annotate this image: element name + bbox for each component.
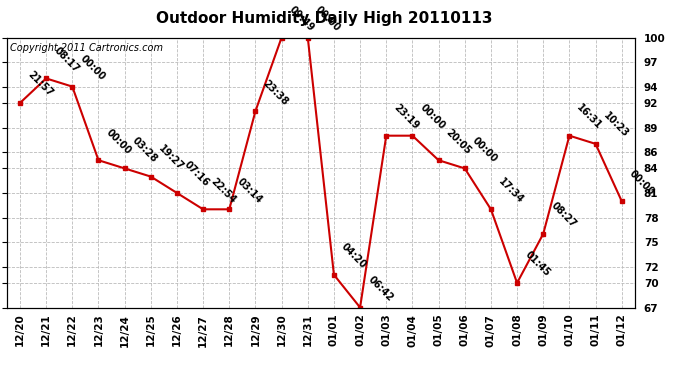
Text: 03:28: 03:28 [130,135,159,164]
Text: 20:05: 20:05 [444,127,473,156]
Text: 00:00: 00:00 [78,53,107,82]
Text: Outdoor Humidity Daily High 20110113: Outdoor Humidity Daily High 20110113 [156,11,493,26]
Text: 16:31: 16:31 [575,102,604,132]
Text: 17:34: 17:34 [497,176,526,205]
Text: 08:27: 08:27 [549,201,578,230]
Text: 08:17: 08:17 [52,45,81,74]
Text: 00:00: 00:00 [418,102,447,132]
Text: 06:42: 06:42 [366,274,395,303]
Text: 21:57: 21:57 [26,70,55,99]
Text: 22:54: 22:54 [208,176,237,205]
Text: Copyright 2011 Cartronics.com: Copyright 2011 Cartronics.com [10,43,163,53]
Text: 09:49: 09:49 [287,4,316,33]
Text: 07:16: 07:16 [183,160,212,189]
Text: 00:00: 00:00 [627,168,656,197]
Text: 00:00: 00:00 [471,135,500,164]
Text: 00:00: 00:00 [313,4,342,33]
Text: 04:20: 04:20 [339,242,368,271]
Text: 19:27: 19:27 [157,143,186,172]
Text: 01:45: 01:45 [522,250,551,279]
Text: 03:14: 03:14 [235,176,264,205]
Text: 10:23: 10:23 [601,111,630,140]
Text: 00:00: 00:00 [104,127,133,156]
Text: 23:19: 23:19 [392,102,421,132]
Text: 23:38: 23:38 [261,78,290,107]
